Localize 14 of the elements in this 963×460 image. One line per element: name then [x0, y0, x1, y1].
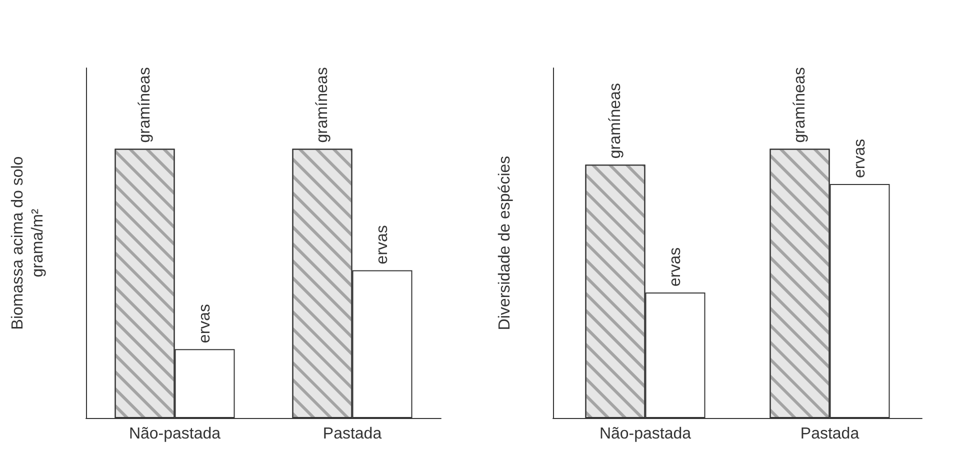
text: gramíneas — [606, 83, 624, 159]
x-tick-label: Pastada — [322, 426, 382, 442]
x-tick-label: Pastada — [800, 426, 860, 442]
text: ervas — [374, 225, 391, 264]
y-axis-title: Diversidade de espécies — [496, 156, 514, 330]
text: ervas — [851, 138, 868, 178]
text: ervas — [196, 304, 214, 344]
y-axis-title: Biomassa acima do solo grama/m² — [10, 156, 46, 330]
x-tick-label: Não-pastada — [128, 426, 221, 442]
x-tick-label: Não-pastada — [599, 426, 692, 442]
text: gramíneas — [791, 67, 808, 143]
text: ervas — [666, 247, 684, 287]
text: gramíneas — [314, 67, 331, 143]
text: gramíneas — [136, 67, 154, 143]
